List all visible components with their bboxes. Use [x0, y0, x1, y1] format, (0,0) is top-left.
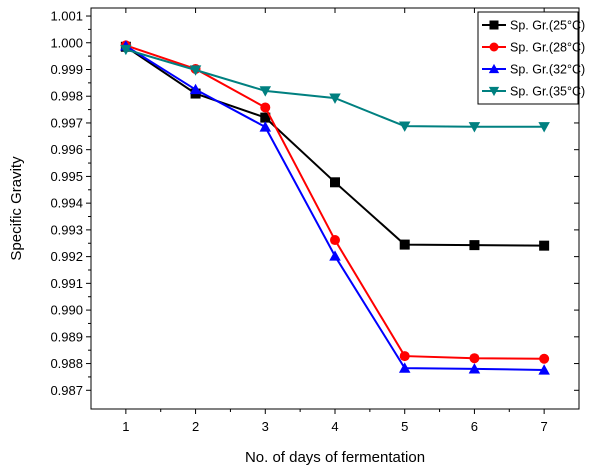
y-tick-label: 0.989: [50, 329, 83, 344]
legend-label: Sp. Gr.(32°C): [510, 63, 585, 77]
legend-item: Sp. Gr.(25°C): [482, 19, 585, 33]
legend-marker: [488, 63, 500, 74]
y-tick-label: 0.994: [50, 196, 83, 211]
x-tick-label: 7: [541, 419, 548, 434]
data-point: [468, 363, 481, 374]
y-tick-label: 0.998: [50, 89, 83, 104]
data-point: [539, 240, 550, 251]
legend-item: Sp. Gr.(28°C): [482, 41, 585, 55]
data-point: [330, 235, 340, 246]
axes: 1 2 3 4 5 6 7 0.987 0.988 0.989 0.990 0.991 0.992 0.9…: [50, 7, 580, 434]
data-point: [329, 93, 341, 104]
legend-item: Sp. Gr.(32°C): [482, 63, 585, 77]
data-point: [399, 239, 410, 250]
data-point: [399, 351, 410, 362]
y-tick-label: 0.988: [50, 356, 83, 371]
data-point: [189, 65, 202, 76]
data-point: [398, 121, 411, 132]
y-tick-label: 0.996: [50, 142, 83, 157]
legend-marker: [489, 20, 499, 30]
data-point: [330, 177, 340, 188]
x-tick-label: 4: [331, 419, 338, 434]
x-tick-label: 6: [471, 419, 478, 434]
data-point: [469, 240, 480, 251]
data-point: [259, 86, 272, 97]
data-point: [469, 353, 480, 364]
y-tick-label: 0.991: [50, 276, 83, 291]
data-point: [189, 83, 202, 95]
data-point: [538, 122, 550, 133]
data-point: [398, 362, 411, 373]
y-tick-label: 0.995: [50, 169, 83, 184]
series-3: [120, 40, 550, 375]
y-tick-label: 0.993: [50, 222, 83, 237]
y-tick-label: 0.997: [50, 115, 83, 130]
data-point: [329, 250, 341, 261]
legend-marker: [488, 86, 500, 97]
y-axis-label: Specific Gravity: [8, 156, 25, 261]
data-point: [468, 122, 481, 133]
legend: Sp. Gr.(25°C) Sp. Gr.(28°C) Sp. Gr.(32°C) S…: [477, 11, 585, 105]
legend-item: Sp. Gr.(35°C): [482, 85, 585, 99]
series-group: [120, 40, 550, 375]
data-point: [120, 44, 132, 56]
x-axis-label: No. of days of fermentation: [245, 449, 425, 466]
y-tick-label: 1.000: [50, 35, 83, 50]
x-tick-label: 5: [401, 419, 408, 434]
legend-label: Sp. Gr.(35°C): [510, 85, 585, 99]
data-point: [260, 112, 271, 123]
x-tick-label: 1: [122, 419, 129, 434]
y-tick-label: 0.999: [50, 62, 83, 77]
y-tick-label: 1.001: [50, 9, 83, 24]
data-point: [538, 364, 550, 375]
x-tick-label: 3: [262, 419, 269, 434]
legend-marker: [489, 42, 499, 52]
data-point: [259, 121, 272, 132]
data-point: [260, 102, 271, 113]
legend-label: Sp. Gr.(25°C): [510, 19, 585, 33]
legend-label: Sp. Gr.(28°C): [510, 41, 585, 55]
x-tick-label: 2: [192, 419, 199, 434]
y-tick-label: 0.992: [50, 249, 83, 264]
series-4: [120, 44, 550, 133]
y-tick-label: 0.990: [50, 303, 83, 318]
y-tick-label: 0.987: [50, 383, 83, 398]
data-point: [539, 353, 550, 364]
